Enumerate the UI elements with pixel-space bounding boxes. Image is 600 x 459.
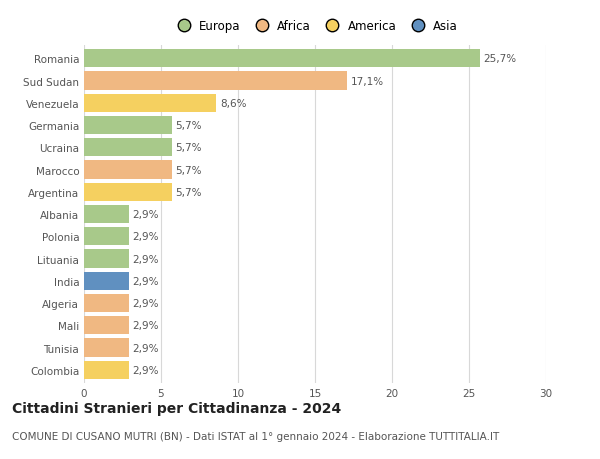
Bar xyxy=(84,50,480,68)
Bar xyxy=(84,339,128,357)
Bar xyxy=(84,117,172,135)
Text: 2,9%: 2,9% xyxy=(133,276,159,286)
Text: 5,7%: 5,7% xyxy=(176,187,202,197)
Bar xyxy=(84,294,128,313)
Text: 17,1%: 17,1% xyxy=(351,76,385,86)
Legend: Europa, Africa, America, Asia: Europa, Africa, America, Asia xyxy=(170,18,460,36)
Text: 2,9%: 2,9% xyxy=(133,320,159,330)
Bar xyxy=(84,183,172,202)
Text: 8,6%: 8,6% xyxy=(220,99,247,109)
Text: COMUNE DI CUSANO MUTRI (BN) - Dati ISTAT al 1° gennaio 2024 - Elaborazione TUTTI: COMUNE DI CUSANO MUTRI (BN) - Dati ISTAT… xyxy=(12,431,499,442)
Bar xyxy=(84,161,172,179)
Text: 2,9%: 2,9% xyxy=(133,254,159,264)
Bar xyxy=(84,95,217,113)
Text: 2,9%: 2,9% xyxy=(133,210,159,219)
Text: Cittadini Stranieri per Cittadinanza - 2024: Cittadini Stranieri per Cittadinanza - 2… xyxy=(12,402,341,415)
Bar xyxy=(84,272,128,290)
Text: 5,7%: 5,7% xyxy=(176,165,202,175)
Text: 2,9%: 2,9% xyxy=(133,232,159,242)
Bar xyxy=(84,316,128,335)
Bar xyxy=(84,139,172,157)
Text: 2,9%: 2,9% xyxy=(133,343,159,353)
Text: 5,7%: 5,7% xyxy=(176,121,202,131)
Text: 25,7%: 25,7% xyxy=(484,54,517,64)
Bar xyxy=(84,361,128,379)
Bar xyxy=(84,206,128,224)
Text: 5,7%: 5,7% xyxy=(176,143,202,153)
Bar xyxy=(84,228,128,246)
Text: 2,9%: 2,9% xyxy=(133,365,159,375)
Bar xyxy=(84,250,128,268)
Text: 2,9%: 2,9% xyxy=(133,298,159,308)
Bar xyxy=(84,73,347,90)
